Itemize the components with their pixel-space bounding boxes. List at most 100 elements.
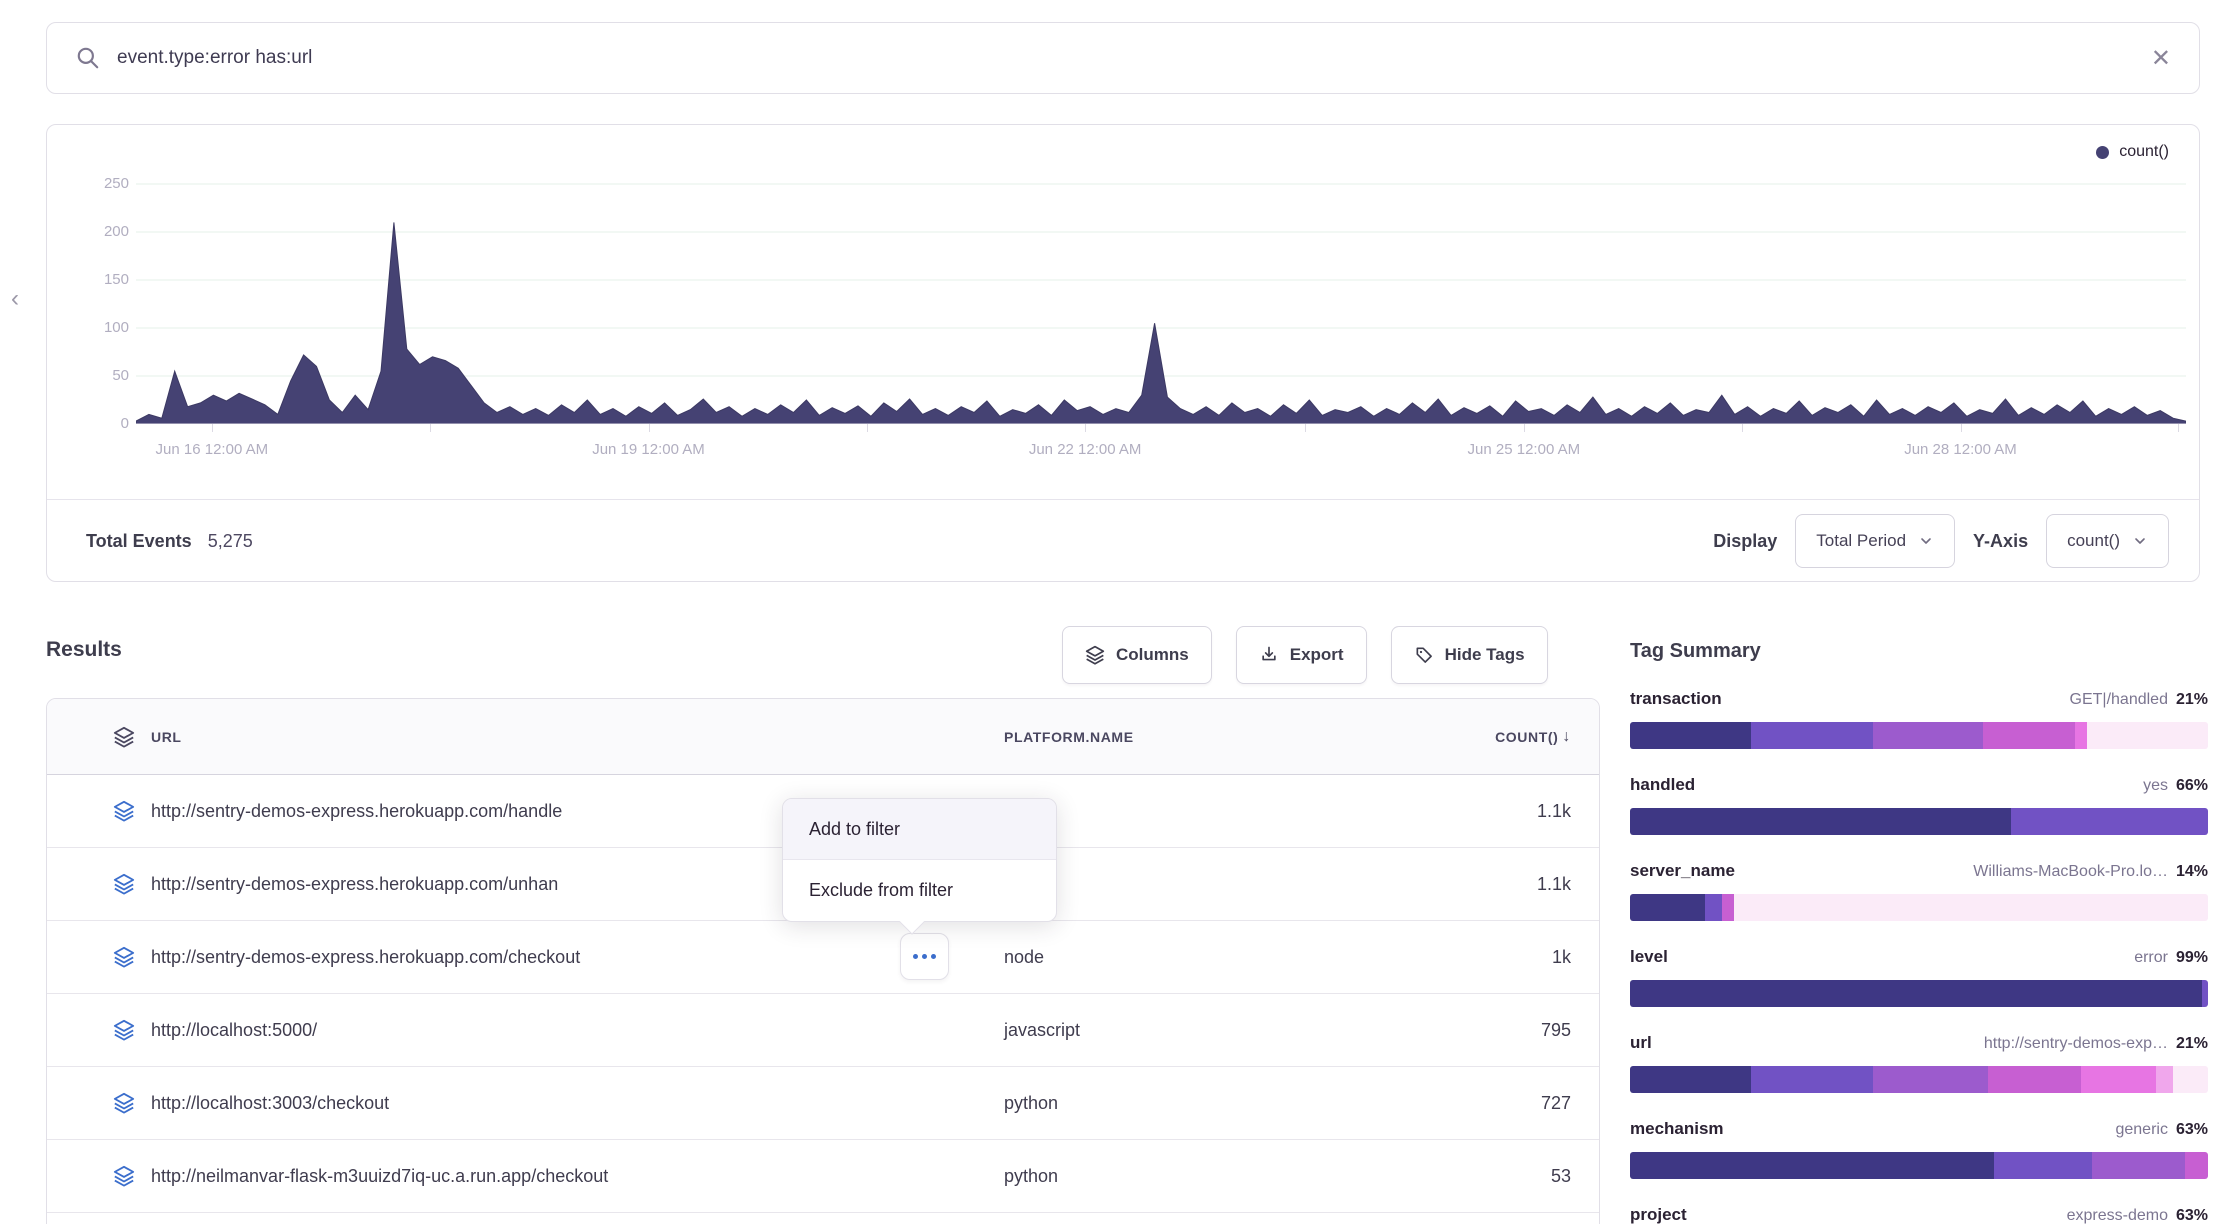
tag-bar-segment[interactable] bbox=[1630, 1152, 1995, 1179]
search-clear-icon[interactable]: ✕ bbox=[2150, 44, 2171, 72]
count-cell[interactable]: 1.1k bbox=[1536, 873, 1571, 894]
tag-top-value: GET|/handled bbox=[2069, 691, 2168, 708]
tag-top-percent: 99% bbox=[2175, 949, 2208, 966]
table-row: http://localhost:3003/checkout python 727 bbox=[47, 1067, 1599, 1140]
x-axis-tick-label: Jun 19 12:00 AM bbox=[592, 441, 705, 458]
tag-distribution-bar[interactable] bbox=[1630, 1152, 2208, 1179]
count-cell[interactable]: 1.1k bbox=[1536, 800, 1571, 821]
layers-icon bbox=[1085, 645, 1105, 665]
x-axis-tick-label: Jun 22 12:00 AM bbox=[1028, 441, 1142, 458]
tag-bar-segment[interactable] bbox=[1751, 722, 1873, 749]
tag-bar-segment[interactable] bbox=[1872, 722, 1983, 749]
tag-bar-segment[interactable] bbox=[1722, 894, 1734, 921]
count-cell[interactable]: 727 bbox=[1540, 1092, 1571, 1113]
x-axis-tick bbox=[1960, 424, 1962, 432]
tag-bar-segment[interactable] bbox=[1630, 1066, 1752, 1093]
tag-bar-segment[interactable] bbox=[1988, 1066, 2081, 1093]
tag-distribution-bar[interactable] bbox=[1630, 808, 2208, 835]
tag-group-handled: handled yes 66% bbox=[1630, 775, 2208, 861]
tag-group-project: project express-demo 63% bbox=[1630, 1205, 2208, 1224]
tag-bar-segment[interactable] bbox=[2184, 1152, 2208, 1179]
tag-distribution-bar[interactable] bbox=[1630, 1066, 2208, 1093]
tag-bar-segment[interactable] bbox=[1734, 894, 2208, 921]
count-cell[interactable]: 53 bbox=[1550, 1165, 1571, 1186]
layers-icon bbox=[113, 1019, 134, 1041]
layers-icon bbox=[113, 946, 134, 968]
tag-top-percent: 63% bbox=[2175, 1121, 2208, 1138]
x-axis-tick bbox=[430, 424, 432, 432]
cell-actions-menu: Add to filter Exclude from filter bbox=[782, 798, 1057, 935]
y-axis-tick-label: 200 bbox=[103, 223, 129, 240]
x-axis-tick-label: Jun 25 12:00 AM bbox=[1467, 441, 1581, 458]
tag-bar-segment[interactable] bbox=[2155, 1066, 2174, 1093]
tag-summary-title: Tag Summary bbox=[1630, 640, 1761, 662]
tag-bar-segment[interactable] bbox=[2080, 1066, 2156, 1093]
tag-bar-segment[interactable] bbox=[2202, 980, 2208, 1007]
chart-plot-area[interactable] bbox=[135, 154, 2187, 429]
tag-top-value: generic bbox=[2115, 1121, 2168, 1138]
tag-bar-segment[interactable] bbox=[1982, 722, 2076, 749]
table-row: http://localhost:5000/javascript 795 bbox=[47, 994, 1599, 1067]
x-axis-tick-label: Jun 28 12:00 AM bbox=[1904, 441, 2017, 458]
tag-top-value: express-demo bbox=[2066, 1207, 2168, 1224]
yaxis-select[interactable]: count() bbox=[2046, 514, 2169, 568]
search-input[interactable]: event.type:error has:url bbox=[117, 47, 313, 68]
column-header-count[interactable]: COUNT() ↓ bbox=[1451, 728, 1571, 746]
layers-icon bbox=[96, 726, 151, 748]
column-header-platform[interactable]: PLATFORM.NAME bbox=[1004, 728, 1134, 745]
tag-bar-segment[interactable] bbox=[1630, 808, 2012, 835]
display-select[interactable]: Total Period bbox=[1795, 514, 1956, 568]
tag-top-value: yes bbox=[2143, 777, 2168, 794]
tag-bar-segment[interactable] bbox=[1705, 894, 1723, 921]
export-button[interactable]: Export bbox=[1235, 626, 1367, 684]
tag-bar-segment[interactable] bbox=[2173, 1066, 2208, 1093]
x-axis-tick bbox=[1085, 424, 1087, 432]
platform-cell[interactable]: javascript bbox=[1004, 1019, 1081, 1040]
x-axis-tick bbox=[211, 424, 213, 432]
platform-cell[interactable]: python bbox=[1004, 1165, 1059, 1186]
legend-label: count() bbox=[2119, 143, 2169, 160]
tag-bar-segment[interactable] bbox=[1751, 1066, 1873, 1093]
cell-actions-button[interactable] bbox=[900, 933, 949, 980]
column-header-url[interactable]: URL bbox=[151, 728, 182, 745]
tag-bar-segment[interactable] bbox=[2075, 722, 2087, 749]
tag-distribution-bar[interactable] bbox=[1630, 894, 2208, 921]
search-bar[interactable]: event.type:error has:url ✕ bbox=[46, 22, 2200, 94]
url-cell[interactable]: http://sentry-demos-express.herokuapp.co… bbox=[151, 800, 563, 821]
menu-item-exclude-from-filter[interactable]: Exclude from filter bbox=[809, 880, 954, 900]
tag-bar-segment[interactable] bbox=[1872, 1066, 1989, 1093]
columns-button[interactable]: Columns bbox=[1062, 626, 1212, 684]
count-cell[interactable]: 795 bbox=[1540, 1019, 1571, 1040]
tag-distribution-bar[interactable] bbox=[1630, 722, 2208, 749]
display-select-value: Total Period bbox=[1816, 531, 1907, 550]
tag-bar-segment[interactable] bbox=[1630, 722, 1752, 749]
tag-bar-segment[interactable] bbox=[1994, 1152, 2093, 1179]
tag-distribution-bar[interactable] bbox=[1630, 980, 2208, 1007]
menu-item-add-to-filter[interactable]: Add to filter bbox=[783, 799, 1056, 860]
count-cell[interactable]: 1k bbox=[1551, 946, 1571, 967]
search-icon bbox=[75, 45, 101, 71]
tag-bar-segment[interactable] bbox=[1630, 894, 1706, 921]
tag-bar-segment[interactable] bbox=[2092, 1152, 2185, 1179]
table-header-row: URL PLATFORM.NAME COUNT() ↓ bbox=[47, 699, 1599, 775]
tag-name: handled bbox=[1630, 775, 1696, 794]
tag-bar-segment[interactable] bbox=[2086, 722, 2208, 749]
x-axis-tick bbox=[866, 424, 868, 432]
url-cell[interactable]: http://localhost:5000/ bbox=[151, 1019, 318, 1040]
platform-cell[interactable]: python bbox=[1004, 1092, 1059, 1113]
platform-cell[interactable]: node bbox=[1004, 946, 1045, 967]
tag-group-transaction: transaction GET|/handled 21% bbox=[1630, 689, 2208, 775]
url-cell[interactable]: http://localhost:3003/checkout bbox=[151, 1092, 390, 1113]
tag-name: url bbox=[1630, 1033, 1652, 1052]
url-cell[interactable]: http://sentry-demos-express.herokuapp.co… bbox=[151, 873, 559, 894]
tag-bar-segment[interactable] bbox=[2011, 808, 2208, 835]
url-cell[interactable]: http://neilmanvar-flask-m3uuizd7iq-uc.a.… bbox=[151, 1165, 609, 1186]
chart-legend[interactable]: count() bbox=[2096, 143, 2169, 161]
hide-tags-button[interactable]: Hide Tags bbox=[1390, 626, 1548, 684]
panel-collapse-handle[interactable]: ‹ bbox=[11, 285, 19, 312]
tag-icon bbox=[1416, 647, 1432, 663]
ellipsis-icon bbox=[913, 954, 918, 959]
tag-bar-segment[interactable] bbox=[1630, 980, 2203, 1007]
tag-group-url: url http://sentry-demos-exp… 21% bbox=[1630, 1033, 2208, 1119]
url-cell[interactable]: http://sentry-demos-express.herokuapp.co… bbox=[151, 946, 581, 967]
